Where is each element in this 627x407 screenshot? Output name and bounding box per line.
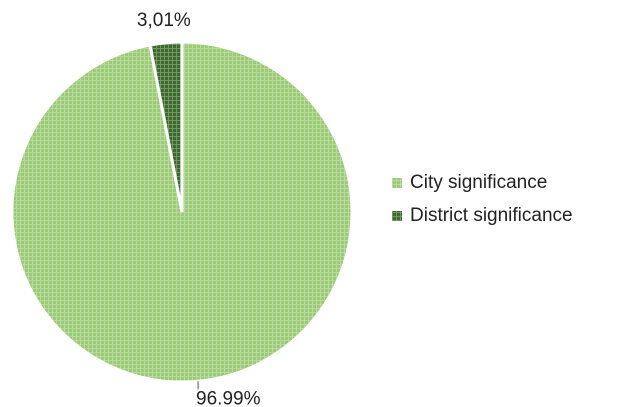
data-label: 96.99% — [196, 388, 261, 407]
pie-slice — [148, 40, 184, 213]
legend-label: City significance — [410, 172, 547, 193]
legend-swatch — [392, 211, 402, 221]
legend-label: District significance — [410, 205, 573, 226]
legend-swatch — [392, 178, 402, 188]
data-label: 3,01% — [137, 10, 191, 31]
